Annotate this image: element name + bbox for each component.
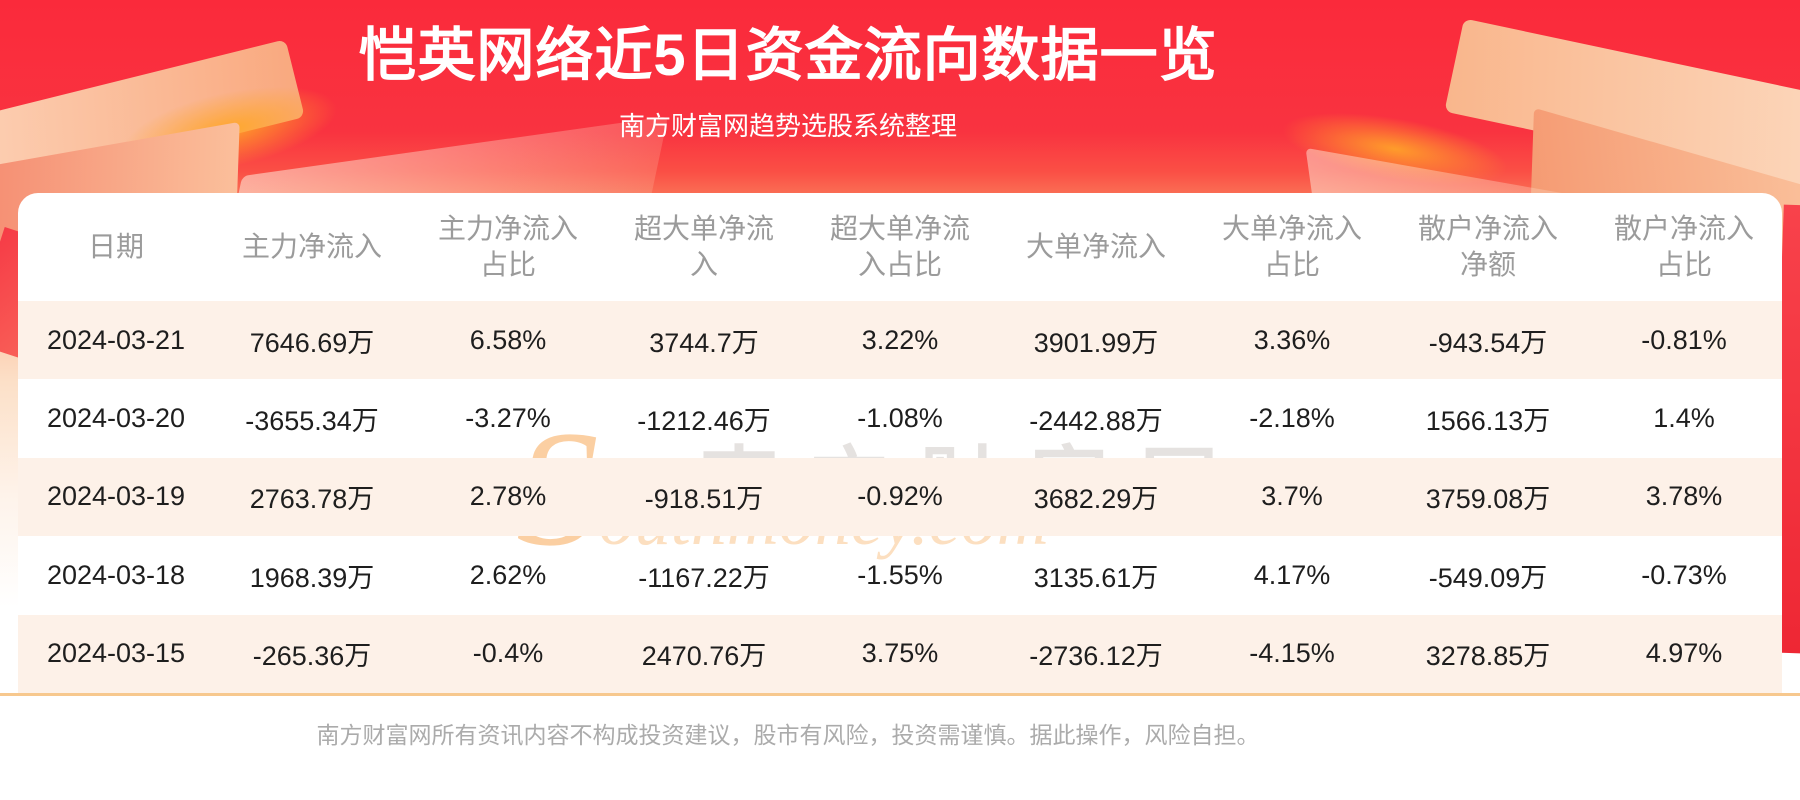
value-cell: 3278.85万	[1425, 641, 1551, 672]
fund-flow-table-card: Southmoney.com 南方财富网 日期主力净流入主力净流入占比超大单净流…	[18, 193, 1782, 693]
value-cell: -918.51万	[644, 484, 764, 515]
value-cell: 3135.61万	[1033, 562, 1159, 593]
value-cell: -0.4%	[472, 638, 544, 669]
value-cell: -4.15%	[1249, 638, 1335, 669]
column-header-label: 散户净流入占比	[1613, 212, 1754, 280]
value-cell: -549.09万	[1428, 562, 1548, 593]
column-header-label: 主力净流入	[241, 230, 382, 262]
value-cell: -943.54万	[1428, 327, 1548, 358]
column-header: 大单净流入占比	[1216, 211, 1367, 284]
table-bottom-divider	[0, 693, 1800, 696]
value-cell: -3.27%	[465, 403, 551, 434]
value-cell: 3.36%	[1253, 324, 1331, 355]
column-header-label: 散户净流入净额	[1417, 212, 1558, 280]
value-cell: 3682.29万	[1033, 484, 1159, 515]
date-cell: 2024-03-19	[46, 481, 186, 512]
value-cell: -2442.88万	[1029, 406, 1163, 437]
column-header-label: 大单净流入	[1025, 230, 1166, 262]
date-cell: 2024-03-20	[46, 403, 186, 434]
value-cell: -1212.46万	[637, 406, 771, 437]
column-header-label: 超大单净流入占比	[829, 212, 970, 280]
table-row: 2024-03-18 1968.39万 2.62% -1167.22万 -1.55% 31…	[18, 536, 1782, 614]
value-cell: 3.7%	[1261, 481, 1323, 512]
value-cell: 2763.78万	[249, 484, 375, 515]
column-header: 散户净流入净额	[1412, 211, 1563, 284]
column-header: 超大单净流入	[628, 211, 779, 284]
value-cell: 3759.08万	[1425, 484, 1551, 515]
table-body: 2024-03-21 7646.69万 6.58% 3744.7万 3.22% 3901.…	[18, 301, 1782, 693]
value-cell: -0.73%	[1641, 559, 1727, 590]
value-cell: -2736.12万	[1029, 641, 1163, 672]
column-header-label: 大单净流入占比	[1221, 212, 1362, 280]
column-header-label: 主力净流入占比	[437, 212, 578, 280]
value-cell: 3901.99万	[1033, 327, 1159, 358]
column-header-label: 超大单净流入	[633, 212, 774, 280]
value-cell: 1.4%	[1653, 403, 1715, 434]
value-cell: 2.78%	[469, 481, 547, 512]
value-cell: 2470.76万	[641, 641, 767, 672]
table-row: 2024-03-21 7646.69万 6.58% 3744.7万 3.22% 3901.…	[18, 301, 1782, 380]
page-subtitle: 南方财富网趋势选股系统整理	[618, 110, 957, 141]
value-cell: -1167.22万	[638, 562, 770, 593]
value-cell: -265.36万	[252, 641, 372, 672]
column-header: 散户净流入占比	[1608, 211, 1759, 284]
value-cell: 3.78%	[1645, 481, 1723, 512]
value-cell: 4.97%	[1645, 638, 1723, 669]
date-cell: 2024-03-21	[46, 324, 186, 355]
column-header: 日期	[88, 229, 144, 265]
value-cell: 3744.7万	[649, 327, 759, 358]
value-cell: -0.92%	[857, 481, 943, 512]
date-cell: 2024-03-18	[46, 559, 186, 590]
column-header: 主力净流入占比	[432, 211, 583, 284]
value-cell: -1.55%	[857, 559, 943, 590]
banner-text: 恺英网络近5日资金流向数据一览 南方财富网趋势选股系统整理	[0, 0, 1576, 143]
value-cell: 2.62%	[469, 559, 547, 590]
table-row: 2024-03-20 -3655.34万 -3.27% -1212.46万 -1.08%…	[18, 379, 1782, 457]
value-cell: -2.18%	[1249, 403, 1335, 434]
date-cell: 2024-03-15	[46, 638, 186, 669]
value-cell: -0.81%	[1641, 324, 1727, 355]
table-header-row: 日期 主力净流入 主力净流入占比 超大单净流入 超大单净流入占比 大单净流入 大单净流入占比…	[18, 193, 1782, 301]
value-cell: 7646.69万	[249, 327, 375, 358]
disclaimer-text: 南方财富网所有资讯内容不构成投资建议，股市有风险，投资需谨慎。据此操作，风险自担…	[316, 722, 1260, 748]
page-title: 恺英网络近5日资金流向数据一览	[358, 23, 1218, 88]
table-row: 2024-03-15 -265.36万 -0.4% 2470.76万 3.75% -273…	[18, 614, 1782, 693]
value-cell: -1.08%	[857, 403, 943, 434]
value-cell: 3.75%	[861, 638, 939, 669]
value-cell: 6.58%	[469, 324, 547, 355]
column-header: 主力净流入	[242, 229, 382, 265]
table-row: 2024-03-19 2763.78万 2.78% -918.51万 -0.92% 368…	[18, 457, 1782, 537]
column-header: 超大单净流入占比	[824, 211, 975, 284]
column-header: 大单净流入	[1026, 229, 1166, 265]
value-cell: 4.17%	[1253, 559, 1331, 590]
value-cell: 3.22%	[861, 324, 939, 355]
value-cell: -3655.34万	[245, 406, 379, 437]
value-cell: 1968.39万	[249, 562, 375, 593]
value-cell: 1566.13万	[1425, 406, 1551, 437]
column-header-label: 日期	[87, 230, 144, 262]
